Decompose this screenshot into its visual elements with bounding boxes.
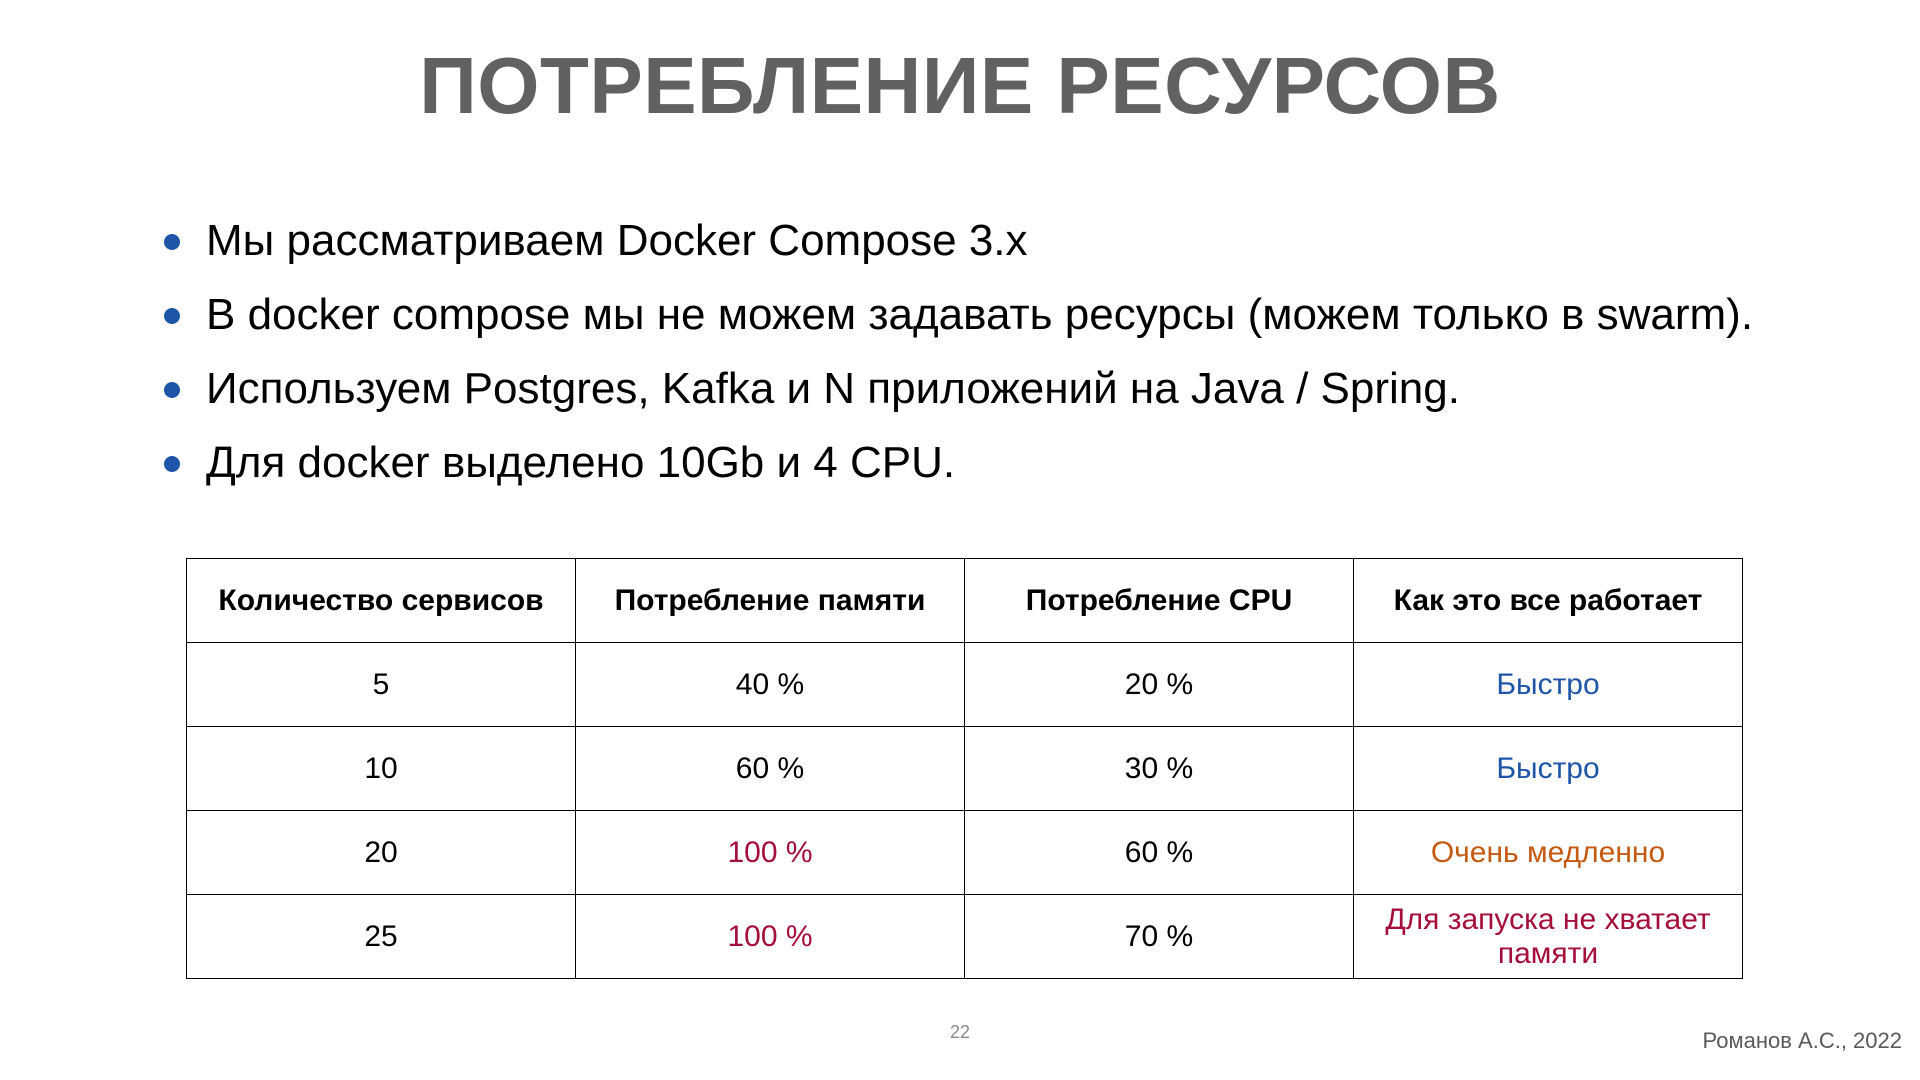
table-header-row: Количество сервисов Потребление памяти П… — [186, 558, 1743, 643]
table-row: 25 100 % 70 % Для запуска не хватает пам… — [186, 894, 1743, 979]
bullet-dot-icon — [164, 234, 180, 250]
bullet-dot-icon — [164, 308, 180, 324]
page-number: 22 — [949, 1022, 971, 1042]
cell-services: 25 — [186, 894, 576, 979]
bullet-text: Используем Postgres, Kafka и N приложени… — [206, 364, 1460, 413]
table-row: 20 100 % 60 % Очень медленно — [186, 810, 1743, 895]
cell-cpu: 70 % — [964, 894, 1354, 979]
cell-performance: Для запуска не хватает памяти — [1353, 894, 1743, 979]
cell-memory: 60 % — [575, 726, 965, 811]
cell-services: 20 — [186, 810, 576, 895]
cell-memory: 100 % — [575, 894, 965, 979]
bullet-item: Используем Postgres, Kafka и N приложени… — [164, 352, 1753, 426]
cell-performance: Быстро — [1353, 726, 1743, 811]
cell-cpu: 30 % — [964, 726, 1354, 811]
table-row: 10 60 % 30 % Быстро — [186, 726, 1743, 811]
bullet-text: В docker compose мы не можем задавать ре… — [206, 290, 1754, 339]
bullet-text: Для docker выделено 10Gb и 4 CPU. — [206, 438, 956, 487]
resource-table: Количество сервисов Потребление памяти П… — [186, 558, 1743, 979]
author-footer: Романов А.С., 2022 — [1702, 1028, 1902, 1053]
cell-services: 5 — [186, 642, 576, 727]
bullet-dot-icon — [164, 382, 180, 398]
cell-performance: Очень медленно — [1353, 810, 1743, 895]
cell-memory: 40 % — [575, 642, 965, 727]
bullet-dot-icon — [164, 456, 180, 472]
cell-cpu: 60 % — [964, 810, 1354, 895]
bullet-item: Мы рассматриваем Docker Compose 3.x — [164, 204, 1753, 278]
table-row: 5 40 % 20 % Быстро — [186, 642, 1743, 727]
header-services-count: Количество сервисов — [186, 558, 576, 643]
table-header: Количество сервисов Потребление памяти П… — [186, 558, 1743, 643]
cell-cpu: 20 % — [964, 642, 1354, 727]
header-memory-usage: Потребление памяти — [575, 558, 965, 643]
bullet-item: В docker compose мы не можем задавать ре… — [164, 278, 1753, 352]
cell-performance: Быстро — [1353, 642, 1743, 727]
header-cpu-usage: Потребление CPU — [964, 558, 1354, 643]
bullet-list: Мы рассматриваем Docker Compose 3.x В do… — [164, 204, 1753, 500]
header-performance: Как это все работает — [1353, 558, 1743, 643]
cell-services: 10 — [186, 726, 576, 811]
slide-title: ПОТРЕБЛЕНИЕ РЕСУРСОВ — [419, 41, 1501, 130]
bullet-text: Мы рассматриваем Docker Compose 3.x — [206, 216, 1028, 265]
table-body: 5 40 % 20 % Быстро 10 60 % 30 % Быстро 2… — [186, 642, 1743, 979]
bullet-item: Для docker выделено 10Gb и 4 CPU. — [164, 426, 1753, 500]
cell-memory: 100 % — [575, 810, 965, 895]
